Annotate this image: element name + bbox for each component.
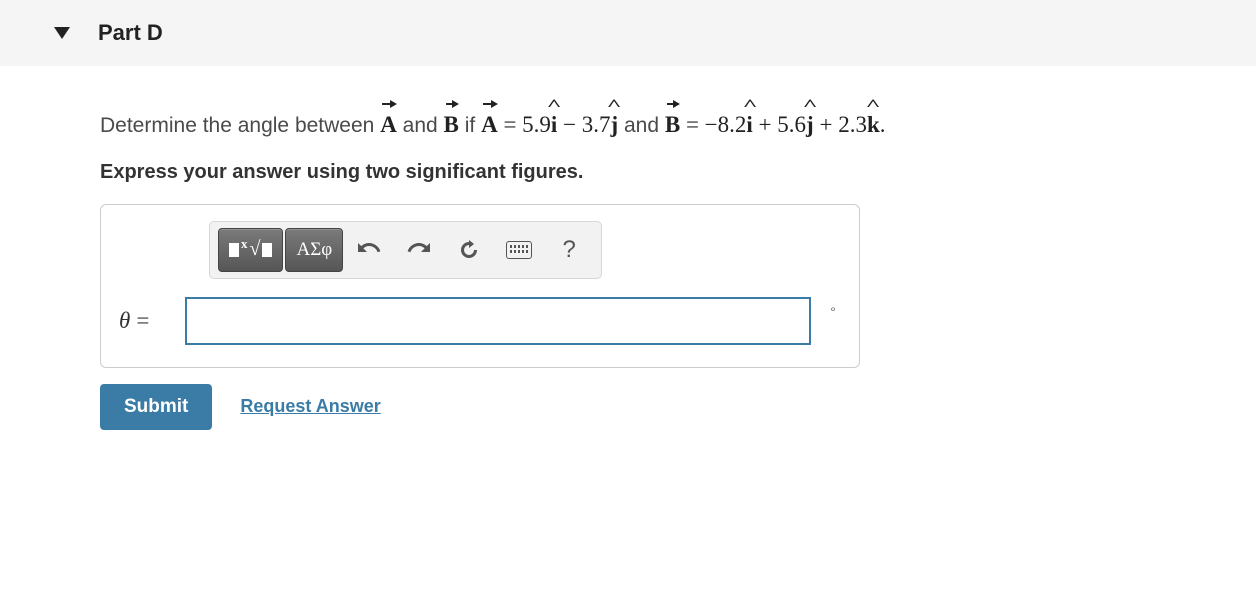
reset-icon [457, 238, 481, 262]
answer-unit: ∘ [825, 302, 841, 316]
math-templates-icon: x √ [229, 238, 272, 261]
request-answer-label: Request Answer [240, 396, 380, 416]
eq-B-lhs: B [665, 102, 680, 143]
unit-i: i [551, 102, 557, 143]
equals-sign: = [136, 308, 149, 334]
unit-j2: j [806, 102, 814, 143]
B-coef-i: −8.2 [705, 112, 747, 137]
A-op1: − [563, 112, 582, 137]
help-button[interactable]: ? [545, 228, 593, 272]
action-row: Submit Request Answer [100, 384, 1236, 430]
vector-B: B [444, 102, 459, 143]
prompt-and: and [624, 114, 665, 137]
request-answer-link[interactable]: Request Answer [240, 396, 380, 417]
B-op1: + [759, 112, 778, 137]
answer-symbol: θ = [119, 308, 171, 334]
prompt-lead: Determine the angle between [100, 114, 380, 137]
unit-k: k [867, 102, 880, 143]
math-templates-button[interactable]: x √ [218, 228, 283, 272]
vector-A: A [380, 102, 397, 143]
keyboard-button[interactable] [495, 228, 543, 272]
undo-icon [357, 238, 381, 262]
greek-letters-button[interactable]: ΑΣφ [285, 228, 343, 272]
answer-input[interactable] [185, 297, 811, 345]
unit-j: j [611, 102, 619, 143]
collapse-caret-icon[interactable] [54, 27, 70, 39]
part-title: Part D [98, 20, 163, 46]
eq-equals2: = [686, 112, 705, 137]
reset-button[interactable] [445, 228, 493, 272]
B-op2: + [819, 112, 838, 137]
prompt-if: if [465, 114, 481, 137]
submit-label: Submit [124, 396, 188, 417]
greek-label: ΑΣφ [296, 239, 332, 261]
keyboard-icon [506, 241, 532, 259]
answer-box: x √ ΑΣφ [100, 204, 860, 368]
part-header[interactable]: Part D [0, 0, 1256, 66]
eq-equals: = [503, 112, 522, 137]
prompt-between: and [403, 114, 444, 137]
question-body: Determine the angle between A and B if A… [0, 66, 1256, 450]
undo-button[interactable] [345, 228, 393, 272]
submit-button[interactable]: Submit [100, 384, 212, 430]
redo-button[interactable] [395, 228, 443, 272]
equation-toolbar: x √ ΑΣφ [209, 221, 602, 279]
unit-i2: i [746, 102, 752, 143]
eq-A-lhs: A [481, 102, 498, 143]
prompt-period: . [880, 112, 886, 137]
redo-icon [407, 238, 431, 262]
B-coef-k: 2.3 [838, 112, 867, 137]
theta-symbol: θ [119, 308, 130, 334]
answer-instruction: Express your answer using two significan… [100, 161, 1236, 184]
answer-input-row: θ = ∘ [119, 297, 841, 345]
help-icon: ? [563, 236, 576, 264]
question-prompt: Determine the angle between A and B if A… [100, 102, 1236, 143]
